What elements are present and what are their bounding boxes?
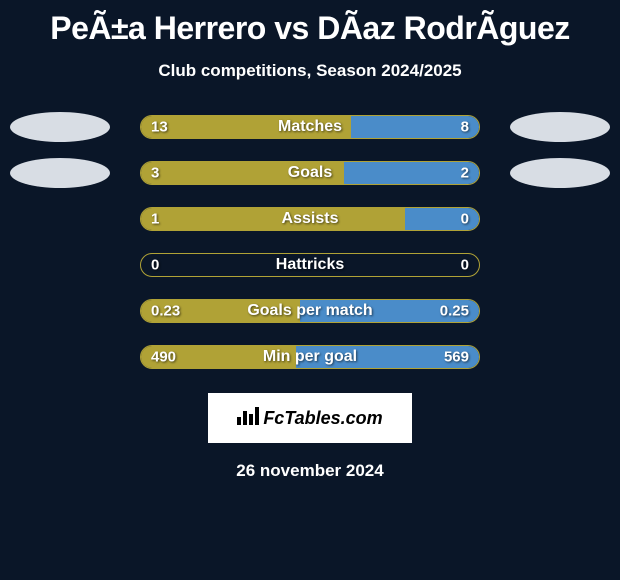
stat-value-right: 569	[444, 349, 469, 366]
stat-row: Hattricks 0 0	[0, 253, 620, 277]
stat-value-left: 0	[151, 257, 159, 274]
stat-row: Matches 13 8	[0, 115, 620, 139]
bar-fill-right	[344, 162, 479, 184]
stat-label: Assists	[282, 210, 339, 228]
stat-bar: Matches 13 8	[140, 115, 480, 139]
stat-value-right: 0	[461, 257, 469, 274]
stat-bar: Goals 3 2	[140, 161, 480, 185]
player-ellipse-left	[10, 158, 110, 188]
stats-container: Matches 13 8 Goals 3 2 Assists 1 0 Hattricks 0 0 Goa…	[0, 115, 620, 369]
stat-label: Goals per match	[247, 302, 372, 320]
stat-value-right: 0	[461, 211, 469, 228]
stat-label: Min per goal	[263, 348, 357, 366]
chart-icon	[237, 405, 259, 431]
stat-label: Hattricks	[276, 256, 344, 274]
stat-value-right: 8	[461, 119, 469, 136]
stat-row: Goals per match 0.23 0.25	[0, 299, 620, 323]
stat-label: Goals	[288, 164, 332, 182]
stat-value-left: 0.23	[151, 303, 180, 320]
stat-row: Goals 3 2	[0, 161, 620, 185]
stat-value-right: 0.25	[440, 303, 469, 320]
stat-bar: Hattricks 0 0	[140, 253, 480, 277]
stat-row: Assists 1 0	[0, 207, 620, 231]
stat-value-left: 490	[151, 349, 176, 366]
logo-text: FcTables.com	[263, 408, 382, 429]
player-ellipse-right	[510, 158, 610, 188]
page-title: PeÃ±a Herrero vs DÃ­az RodrÃ­guez	[0, 0, 620, 47]
stat-bar: Min per goal 490 569	[140, 345, 480, 369]
stat-bar: Goals per match 0.23 0.25	[140, 299, 480, 323]
subtitle: Club competitions, Season 2024/2025	[0, 61, 620, 81]
stat-value-left: 3	[151, 165, 159, 182]
player-ellipse-right	[510, 112, 610, 142]
stat-value-left: 1	[151, 211, 159, 228]
stat-label: Matches	[278, 118, 342, 136]
date-line: 26 november 2024	[0, 461, 620, 481]
stat-value-left: 13	[151, 119, 168, 136]
stat-value-right: 2	[461, 165, 469, 182]
stat-bar: Assists 1 0	[140, 207, 480, 231]
logo-box: FcTables.com	[208, 393, 412, 443]
bar-fill-left	[141, 208, 405, 230]
player-ellipse-left	[10, 112, 110, 142]
stat-row: Min per goal 490 569	[0, 345, 620, 369]
